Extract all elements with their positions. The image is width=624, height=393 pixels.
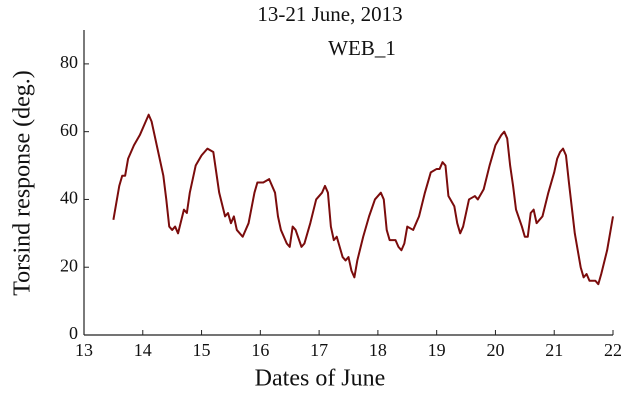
x-tick-label: 13 [75, 340, 93, 360]
y-axis-title: Torsind response (deg.) [10, 70, 36, 296]
x-tick-label: 14 [134, 340, 152, 360]
y-tick-label: 0 [69, 323, 78, 343]
x-tick-label: 18 [369, 340, 387, 360]
x-tick-label: 19 [428, 340, 446, 360]
annotation: WEB_1 [328, 36, 396, 60]
data-line [112, 113, 614, 286]
x-tick-label: 17 [310, 340, 328, 360]
x-tick-label: 22 [604, 340, 622, 360]
y-tick-label: 60 [60, 120, 78, 140]
x-tick-label: 16 [251, 340, 269, 360]
chart-title: 13-21 June, 2013 [257, 2, 402, 26]
y-tick-label: 20 [60, 255, 78, 275]
x-tick-label: 15 [193, 340, 211, 360]
y-tick-label: 80 [60, 52, 78, 72]
x-tick-label: 20 [486, 340, 504, 360]
x-axis-title: Dates of June [255, 366, 386, 392]
y-tick-label: 40 [60, 188, 78, 208]
x-tick-label: 21 [545, 340, 563, 360]
